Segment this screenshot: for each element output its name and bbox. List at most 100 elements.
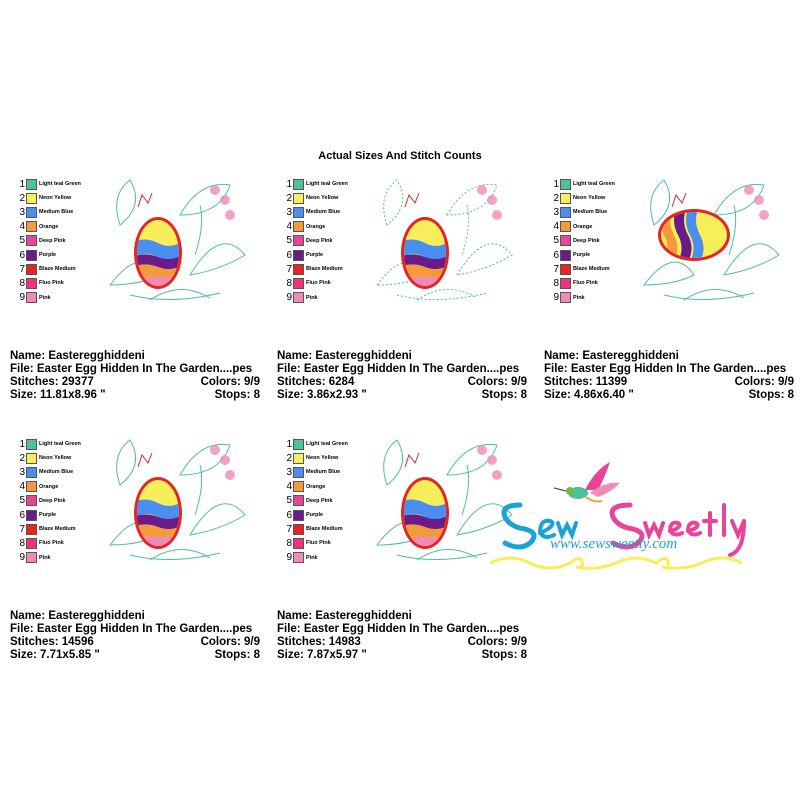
design-stitches: Stitches: 11399	[544, 376, 628, 388]
legend-label: Medium Blue	[39, 469, 74, 476]
legend-label: Fluo Pink	[306, 280, 331, 287]
legend-number: 2	[286, 452, 292, 464]
legend-label: Pink	[39, 554, 51, 561]
legend-label: Deep Pink	[39, 237, 66, 244]
color-swatch	[560, 263, 571, 275]
legend-item: 1 Light teal Green	[549, 177, 615, 191]
legend-item: 7 Blaze Medium	[15, 522, 81, 536]
legend-item: 6 Purple	[549, 248, 615, 262]
legend-number: 3	[286, 206, 292, 218]
legend-item: 2 Neon Yellow	[15, 451, 81, 465]
legend-number: 7	[286, 523, 292, 535]
legend-number: 7	[553, 263, 559, 275]
legend-number: 4	[19, 481, 25, 493]
design-name: Name: Easteregghiddeni	[10, 610, 145, 622]
color-swatch	[293, 552, 304, 564]
legend-label: Orange	[306, 223, 326, 230]
legend-number: 1	[286, 438, 292, 450]
design-colors: Colors: 9/9	[467, 636, 527, 648]
color-swatch	[293, 537, 304, 549]
legend-label: Orange	[39, 223, 59, 230]
design-colors: Colors: 9/9	[467, 376, 527, 388]
legend-item: 7 Blaze Medium	[282, 262, 348, 276]
color-swatch	[293, 452, 304, 464]
color-legend: 1 Light teal Green 2 Neon Yellow 3 Mediu…	[282, 177, 348, 305]
legend-number: 3	[553, 206, 559, 218]
design-colors: Colors: 9/9	[200, 636, 260, 648]
color-swatch	[293, 509, 304, 521]
legend-label: Blaze Medium	[306, 526, 343, 533]
design-file: File: Easter Egg Hidden In The Garden...…	[544, 363, 787, 375]
legend-item: 9 Pink	[15, 291, 81, 305]
color-swatch	[26, 249, 37, 261]
legend-number: 5	[286, 495, 292, 507]
legend-number: 6	[553, 249, 559, 261]
embroidery-design-preview	[108, 439, 246, 561]
legend-number: 7	[286, 263, 292, 275]
legend-number: 6	[19, 249, 25, 261]
legend-item: 5 Deep Pink	[15, 234, 81, 248]
legend-label: Neon Yellow	[39, 195, 72, 202]
legend-item: 9 Pink	[282, 551, 348, 565]
color-swatch	[26, 495, 37, 507]
color-swatch	[26, 192, 37, 204]
legend-label: Neon Yellow	[573, 195, 606, 202]
color-swatch	[26, 263, 37, 275]
color-swatch	[26, 292, 37, 304]
color-swatch	[293, 481, 304, 493]
color-swatch	[560, 235, 571, 247]
design-card: 1 Light teal Green 2 Neon Yellow 3 Mediu…	[277, 415, 527, 665]
legend-number: 3	[286, 466, 292, 478]
color-swatch	[293, 192, 304, 204]
color-swatch	[26, 509, 37, 521]
legend-label: Deep Pink	[306, 497, 333, 504]
color-swatch	[293, 292, 304, 304]
legend-number: 6	[19, 509, 25, 521]
design-stitches: Stitches: 14596	[10, 636, 94, 648]
color-swatch	[293, 523, 304, 535]
color-swatch	[26, 523, 37, 535]
legend-number: 8	[19, 277, 25, 289]
legend-label: Neon Yellow	[39, 455, 72, 462]
design-size: Size: 11.81x8.96 "	[10, 389, 106, 401]
color-swatch	[26, 466, 37, 478]
color-swatch	[560, 221, 571, 233]
color-swatch	[293, 277, 304, 289]
design-card: 1 Light teal Green 2 Neon Yellow 3 Mediu…	[10, 415, 260, 665]
color-swatch	[26, 481, 37, 493]
hummingbird-icon	[553, 462, 620, 503]
legend-item: 7 Blaze Medium	[15, 262, 81, 276]
legend-number: 5	[19, 235, 25, 247]
legend-label: Deep Pink	[306, 237, 333, 244]
legend-item: 1 Light teal Green	[282, 437, 348, 451]
legend-label: Fluo Pink	[39, 540, 64, 547]
legend-item: 8 Fluo Pink	[549, 276, 615, 290]
color-swatch	[293, 263, 304, 275]
legend-item: 6 Purple	[282, 508, 348, 522]
design-stitches: Stitches: 6284	[277, 376, 355, 388]
legend-item: 2 Neon Yellow	[549, 191, 615, 205]
legend-label: Purple	[573, 252, 591, 259]
logo-url: www.sewsweetly.com	[550, 536, 677, 552]
legend-item: 1 Light teal Green	[15, 177, 81, 191]
legend-item: 8 Fluo Pink	[282, 276, 348, 290]
legend-item: 4 Orange	[549, 220, 615, 234]
legend-label: Purple	[306, 252, 324, 259]
legend-item: 3 Medium Blue	[282, 205, 348, 219]
legend-number: 1	[553, 178, 559, 190]
color-swatch	[26, 178, 37, 190]
design-info: Name: Easteregghiddeni File: Easter Egg …	[10, 610, 260, 662]
legend-item: 8 Fluo Pink	[15, 276, 81, 290]
legend-label: Deep Pink	[39, 497, 66, 504]
design-stops: Stops: 8	[481, 389, 527, 401]
design-info: Name: Easteregghiddeni File: Easter Egg …	[10, 350, 260, 402]
color-swatch	[560, 178, 571, 190]
legend-label: Blaze Medium	[573, 266, 610, 273]
embroidery-design-preview	[375, 439, 513, 561]
legend-number: 5	[19, 495, 25, 507]
color-swatch	[560, 277, 571, 289]
design-file: File: Easter Egg Hidden In The Garden...…	[277, 363, 520, 375]
legend-number: 4	[553, 221, 559, 233]
legend-label: Medium Blue	[573, 209, 608, 216]
embroidery-design-preview	[375, 179, 513, 301]
